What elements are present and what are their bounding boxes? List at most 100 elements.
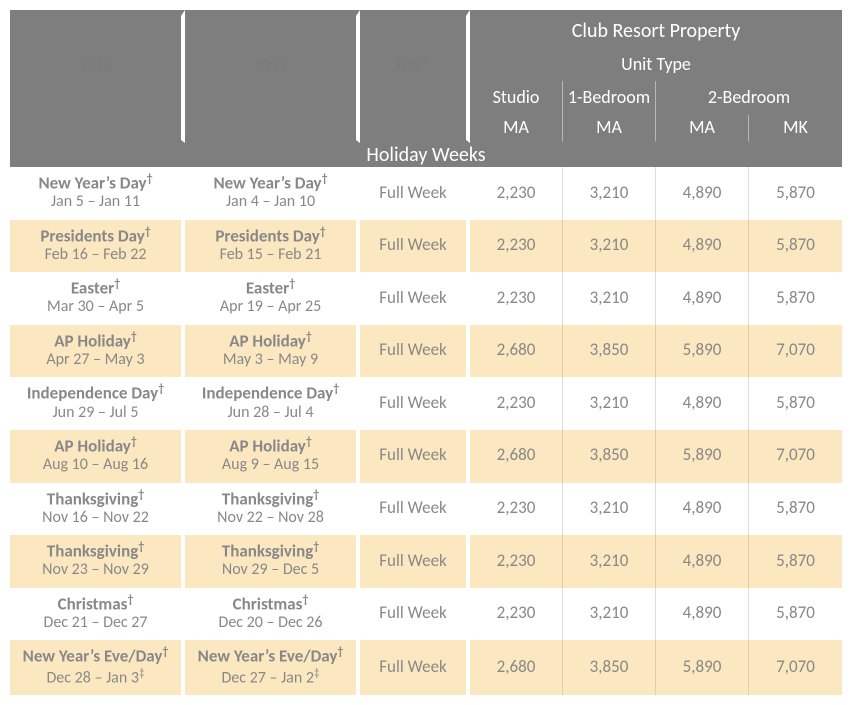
holiday-cell: New Year’s Day†Jan 5 – Jan 11	[10, 167, 185, 220]
holiday-cell: Easter†Apr 19 – Apr 25	[185, 272, 360, 325]
table-body: New Year’s Day†Jan 5 – Jan 11New Year’s …	[10, 167, 842, 695]
holiday-name: New Year’s Day†	[189, 173, 352, 193]
twobr-mk-cell: 5,870	[749, 167, 842, 220]
holiday-dates: Dec 28 – Jan 3‡	[14, 667, 177, 688]
holiday-name: Independence Day†	[14, 383, 177, 403]
holiday-dates: Nov 29 – Dec 5	[189, 561, 352, 579]
holiday-cell: AP Holiday†Apr 27 – May 3	[10, 325, 185, 378]
onebr-ma-cell: 3,210	[563, 535, 656, 588]
holiday-name: AP Holiday†	[14, 436, 177, 456]
holiday-cell: New Year’s Eve/Day†Dec 27 – Jan 2‡	[185, 640, 360, 695]
twobr-mk-cell: 5,870	[749, 588, 842, 641]
studio-ma-cell: 2,680	[470, 430, 563, 483]
header-unit-type: Unit Type	[470, 50, 842, 81]
studio-ma-cell: 2,230	[470, 483, 563, 536]
header-day: Day*	[360, 10, 470, 115]
onebr-ma-cell: 3,210	[563, 220, 656, 273]
day-cell: Full Week	[360, 272, 470, 325]
holiday-dates: Jan 5 – Jan 11	[14, 193, 177, 211]
day-cell: Full Week	[360, 325, 470, 378]
header-1br-ma: MA	[563, 115, 656, 143]
twobr-mk-cell: 5,870	[749, 220, 842, 273]
day-cell: Full Week	[360, 535, 470, 588]
holiday-cell: New Year’s Eve/Day†Dec 28 – Jan 3‡	[10, 640, 185, 695]
holiday-name: New Year’s Eve/Day†	[14, 646, 177, 666]
holiday-dates: Aug 9 – Aug 15	[189, 456, 352, 474]
holiday-cell: Thanksgiving†Nov 16 – Nov 22	[10, 483, 185, 536]
table-row: Independence Day†Jun 29 – Jul 5Independe…	[10, 377, 842, 430]
onebr-ma-cell: 3,210	[563, 588, 656, 641]
header-1br: 1-Bedroom	[563, 81, 656, 115]
holiday-name: AP Holiday†	[189, 331, 352, 351]
holiday-dates: Feb 16 – Feb 22	[14, 246, 177, 264]
section-title: Holiday Weeks	[10, 143, 842, 167]
twobr-mk-cell: 5,870	[749, 535, 842, 588]
holiday-name: New Year’s Eve/Day†	[189, 646, 352, 666]
twobr-ma-cell: 4,890	[656, 377, 749, 430]
day-cell: Full Week	[360, 640, 470, 695]
twobr-ma-cell: 4,890	[656, 483, 749, 536]
holiday-cell: Easter†Mar 30 – Apr 5	[10, 272, 185, 325]
studio-ma-cell: 2,230	[470, 167, 563, 220]
holiday-dates: Aug 10 – Aug 16	[14, 456, 177, 474]
holiday-dates: Dec 20 – Dec 26	[189, 614, 352, 632]
header-day-label: Day*	[397, 56, 429, 75]
table-row: AP Holiday†Apr 27 – May 3AP Holiday†May …	[10, 325, 842, 378]
holiday-cell: Presidents Day†Feb 15 – Feb 21	[185, 220, 360, 273]
studio-ma-cell: 2,230	[470, 377, 563, 430]
header-spacer-b	[185, 115, 360, 143]
holiday-dates: Nov 16 – Nov 22	[14, 509, 177, 527]
day-cell: Full Week	[360, 167, 470, 220]
day-cell: Full Week	[360, 430, 470, 483]
holiday-name: New Year’s Day†	[14, 173, 177, 193]
holiday-name: Thanksgiving†	[14, 489, 177, 509]
twobr-ma-cell: 4,890	[656, 588, 749, 641]
twobr-mk-cell: 5,870	[749, 377, 842, 430]
holiday-dates: Jun 29 – Jul 5	[14, 404, 177, 422]
holiday-cell: Presidents Day†Feb 16 – Feb 22	[10, 220, 185, 273]
onebr-ma-cell: 3,210	[563, 377, 656, 430]
header-year-b-label: 2019	[254, 56, 286, 75]
holiday-name: Presidents Day†	[14, 226, 177, 246]
twobr-mk-cell: 7,070	[749, 430, 842, 483]
holiday-cell: New Year’s Day†Jan 4 – Jan 10	[185, 167, 360, 220]
holiday-name: Thanksgiving†	[14, 541, 177, 561]
studio-ma-cell: 2,680	[470, 325, 563, 378]
studio-ma-cell: 2,230	[470, 588, 563, 641]
holiday-cell: Thanksgiving†Nov 29 – Dec 5	[185, 535, 360, 588]
onebr-ma-cell: 3,850	[563, 430, 656, 483]
onebr-ma-cell: 3,210	[563, 483, 656, 536]
onebr-ma-cell: 3,210	[563, 272, 656, 325]
table-row: Presidents Day†Feb 16 – Feb 22Presidents…	[10, 220, 842, 273]
holiday-cell: Independence Day†Jun 29 – Jul 5	[10, 377, 185, 430]
holiday-name: Thanksgiving†	[189, 489, 352, 509]
holiday-cell: Christmas†Dec 21 – Dec 27	[10, 588, 185, 641]
holiday-cell: Thanksgiving†Nov 22 – Nov 28	[185, 483, 360, 536]
holiday-name: Independence Day†	[189, 383, 352, 403]
twobr-ma-cell: 5,890	[656, 430, 749, 483]
holiday-name: Christmas†	[14, 594, 177, 614]
holiday-dates: Nov 22 – Nov 28	[189, 509, 352, 527]
twobr-ma-cell: 4,890	[656, 220, 749, 273]
twobr-ma-cell: 4,890	[656, 167, 749, 220]
twobr-ma-cell: 4,890	[656, 535, 749, 588]
holiday-cell: Independence Day†Jun 28 – Jul 4	[185, 377, 360, 430]
studio-ma-cell: 2,230	[470, 535, 563, 588]
holiday-dates: Mar 30 – Apr 5	[14, 298, 177, 316]
holiday-cell: Thanksgiving†Nov 23 – Nov 29	[10, 535, 185, 588]
holiday-dates: May 3 – May 9	[189, 351, 352, 369]
header-2br-ma: MA	[656, 115, 749, 143]
day-cell: Full Week	[360, 220, 470, 273]
header-spacer-a	[10, 115, 185, 143]
onebr-ma-cell: 3,210	[563, 167, 656, 220]
header-year-b: 2019	[185, 10, 360, 115]
holiday-cell: AP Holiday†Aug 10 – Aug 16	[10, 430, 185, 483]
studio-ma-cell: 2,230	[470, 272, 563, 325]
holiday-name: AP Holiday†	[189, 436, 352, 456]
holiday-dates: Dec 27 – Jan 2‡	[189, 667, 352, 688]
table-row: New Year’s Eve/Day†Dec 28 – Jan 3‡New Ye…	[10, 640, 842, 695]
holiday-dates: Nov 23 – Nov 29	[14, 561, 177, 579]
holiday-name: Thanksgiving†	[189, 541, 352, 561]
header-2br: 2-Bedroom	[656, 81, 842, 115]
day-cell: Full Week	[360, 588, 470, 641]
